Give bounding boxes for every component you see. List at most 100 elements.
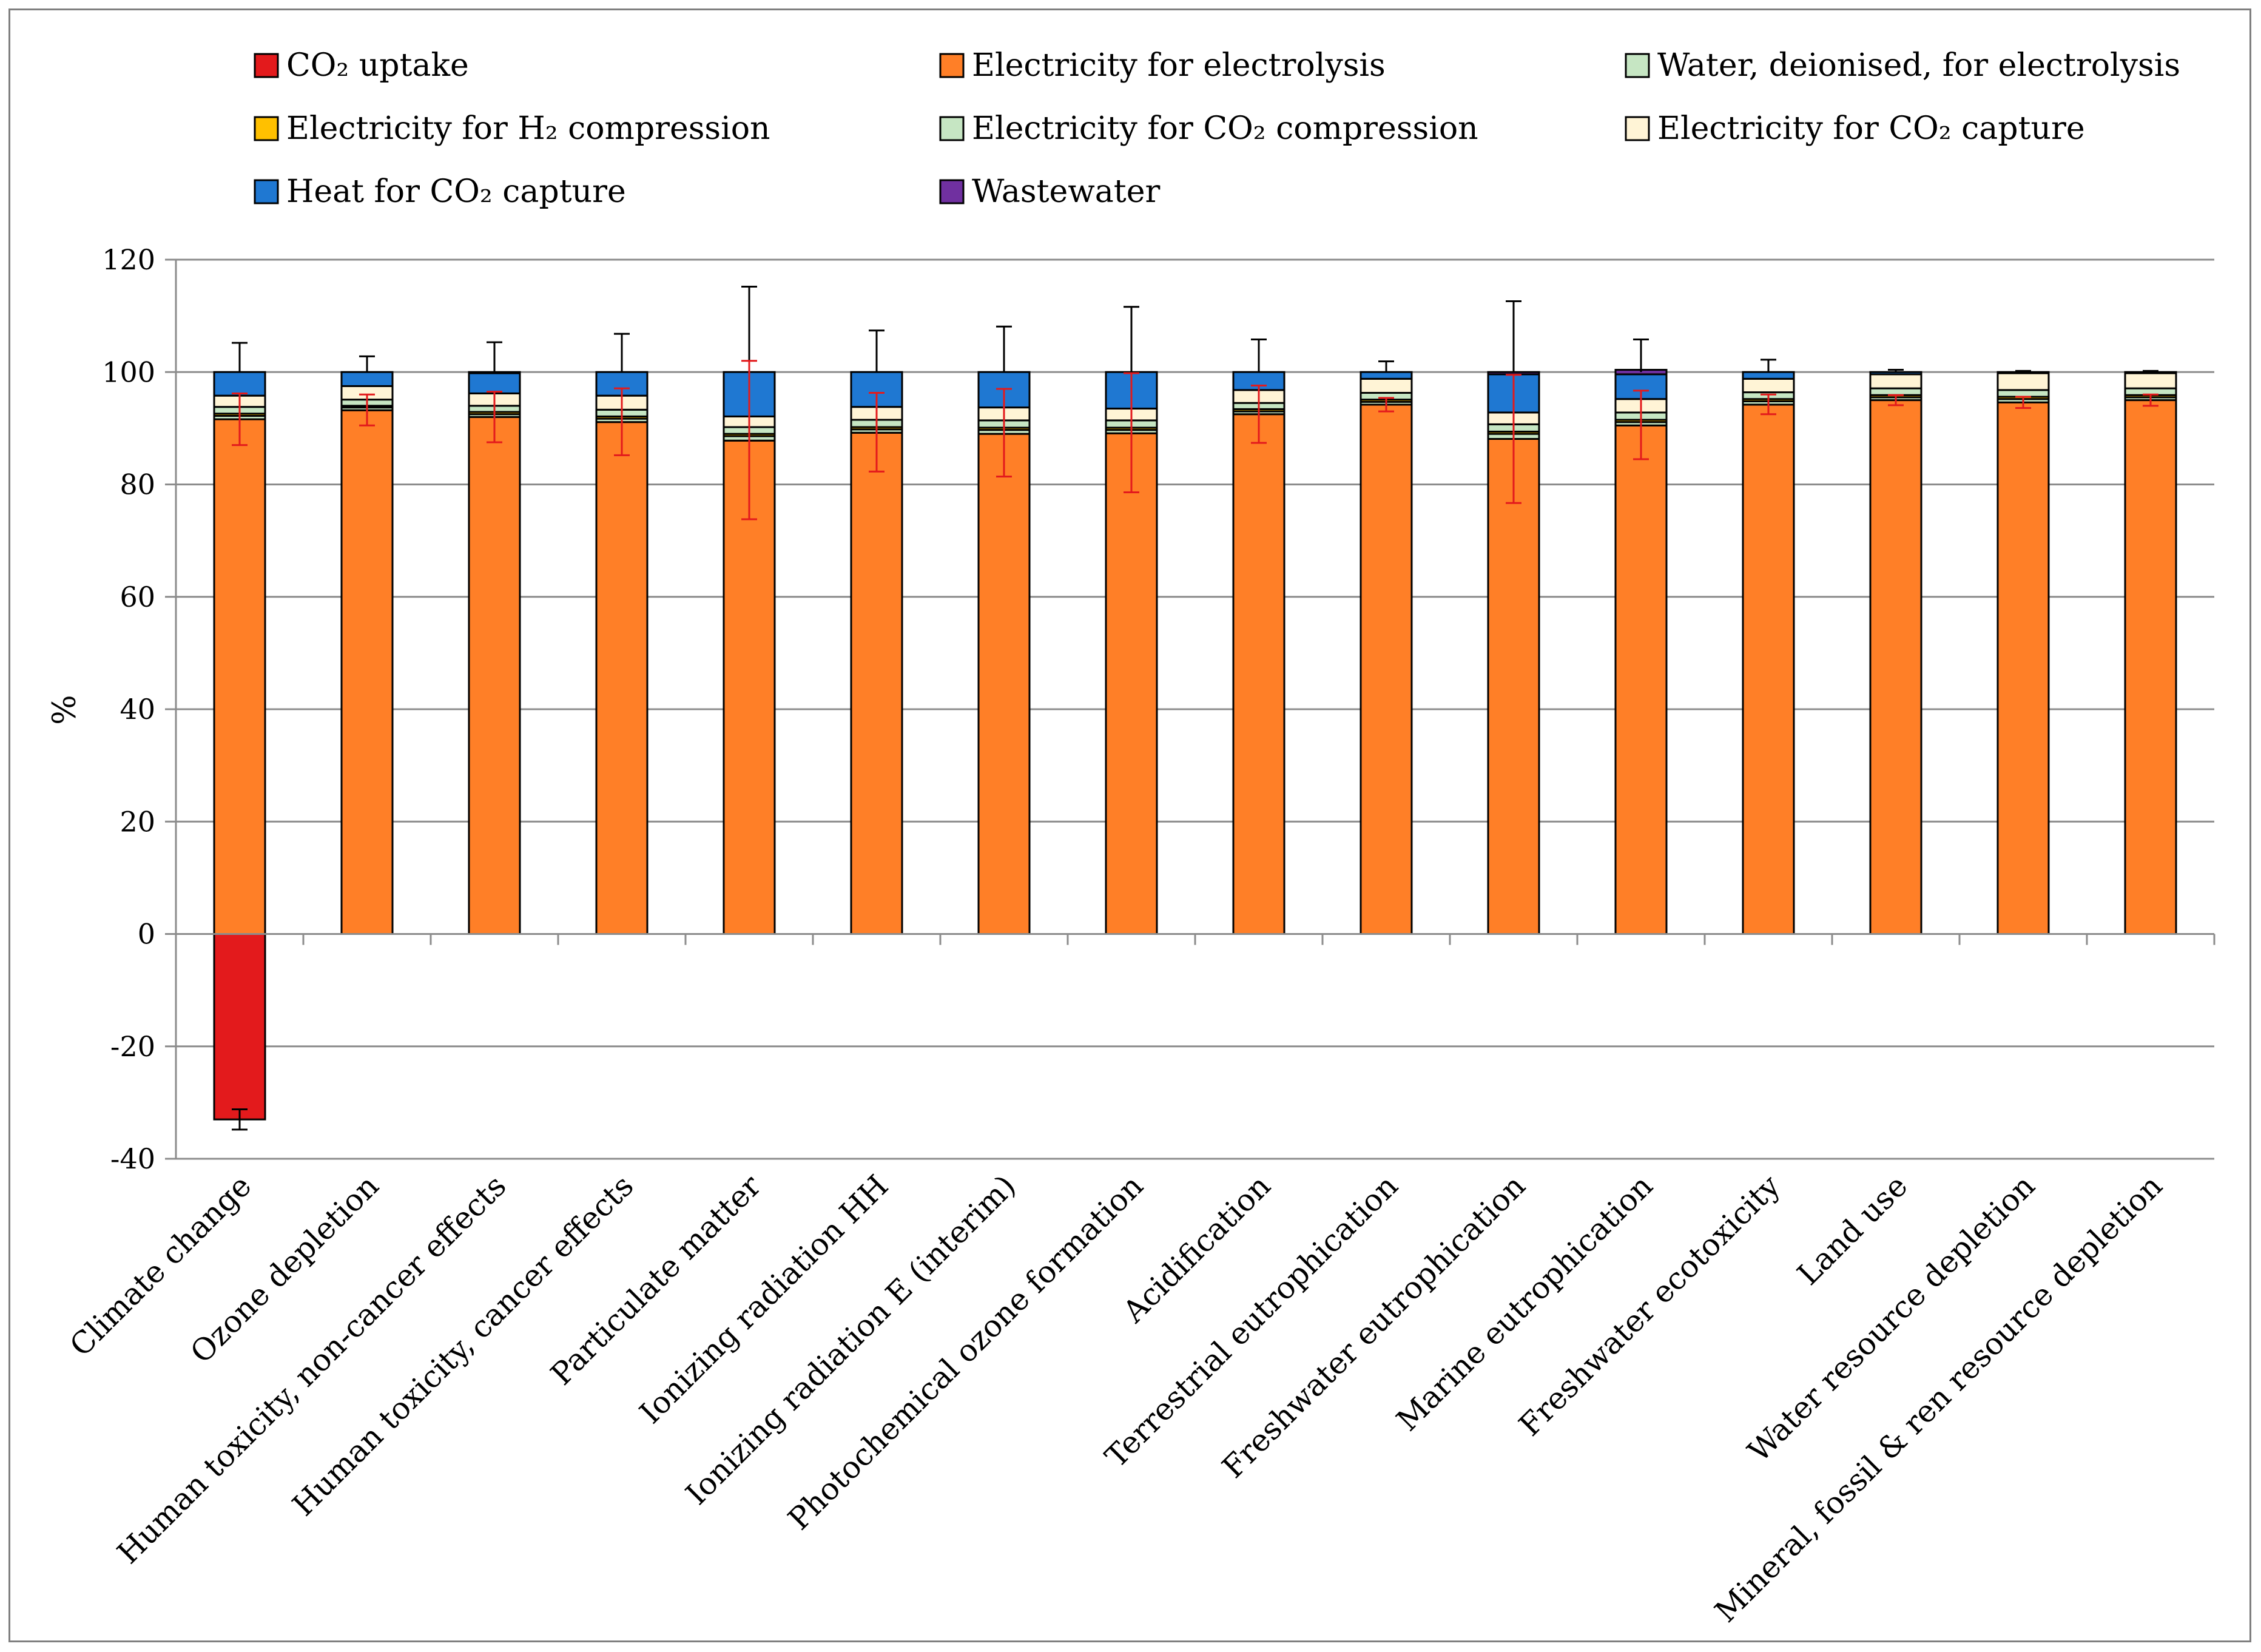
legend-label-4: Electricity for H₂ compression (286, 110, 770, 147)
bar-segment-13-s7 (1742, 371, 1795, 380)
bar-segment-13-s6 (1742, 377, 1795, 394)
legend-label-8: Wastewater (972, 174, 1160, 210)
y-tick-label: -40 (110, 1142, 155, 1175)
error-bar-electrolysis-4 (614, 387, 630, 456)
error-bar-electrolysis-13 (1761, 393, 1776, 416)
bar-segment-2-s7 (340, 371, 394, 387)
error-bar-total-11 (1506, 300, 1521, 373)
bar-segment-3-s2 (468, 416, 521, 935)
error-bar-electrolysis-5 (741, 360, 757, 521)
y-tick-label: 100 (102, 356, 155, 388)
bars (213, 369, 2177, 1121)
legend: CO₂ uptake Electricity for electrolysis Wa… (254, 47, 2180, 210)
bar-segment-1-s7 (213, 371, 266, 397)
error-bar-electrolysis-9 (1251, 384, 1267, 444)
legend-label-7: Heat for CO₂ capture (286, 174, 626, 210)
error-bar-total-2 (359, 355, 375, 373)
error-bar-total-1 (232, 342, 248, 373)
error-bar-electrolysis-6 (869, 392, 885, 473)
error-bar-total-16 (2143, 369, 2158, 373)
error-bar-total-9 (1251, 339, 1267, 373)
error-bar-total-6 (869, 329, 885, 373)
bar-segment-16-s7 (2124, 371, 2177, 374)
x-category-label-6: Ionizing radiation HH (633, 1168, 895, 1430)
error-bar-total-8 (1124, 306, 1139, 373)
error-bars (232, 285, 2158, 1131)
error-bar-electrolysis-1 (232, 392, 248, 447)
bar-segment-15-s5 (1996, 389, 2050, 398)
legend-label-1: CO₂ uptake (286, 47, 469, 84)
bar-segment-14-s7 (1869, 371, 1922, 376)
error-bar-electrolysis-14 (1888, 394, 1904, 406)
bar-segment-13-s2 (1742, 403, 1795, 935)
legend-label-2: Electricity for electrolysis (972, 47, 1386, 84)
y-axis-ticks: -40 -20 0 20 40 60 80 100 120 (102, 243, 176, 1175)
bar-segment-7-s2 (977, 433, 1031, 935)
bar-segment-14-s2 (1869, 399, 1922, 935)
x-category-label-14: Land use (1790, 1168, 1914, 1292)
bar-segment-15-s2 (1996, 401, 2050, 935)
legend-swatch-7 (254, 179, 279, 204)
error-bar-electrolysis-3 (487, 391, 502, 443)
error-bar-electrolysis-10 (1378, 397, 1394, 413)
y-axis-label: % (47, 695, 83, 724)
x-category-label-5: Particulate matter (544, 1168, 768, 1392)
bar-segment-10-s2 (1360, 403, 1413, 935)
error-bar-electrolysis-7 (996, 388, 1012, 478)
bar-segment-14-s5 (1869, 387, 1922, 396)
x-category-label-12: Marine eutrophication (1390, 1168, 1660, 1438)
legend-swatch-5 (939, 116, 965, 141)
bar-segment-1-s2 (213, 418, 266, 935)
y-tick-label: 20 (120, 805, 155, 838)
bar-segment-16-s6 (2124, 372, 2177, 389)
bar-segment-3-s8 (468, 371, 521, 374)
legend-swatch-8 (939, 179, 965, 204)
error-bar-total-3 (487, 341, 502, 373)
bar-segment-15-s7 (1996, 371, 2050, 374)
error-bar-electrolysis-15 (2015, 396, 2031, 410)
legend-swatch-2 (939, 53, 965, 78)
bar-segment-11-s2 (1487, 437, 1540, 935)
legend-label-6: Electricity for CO₂ capture (1657, 110, 2085, 147)
bar-segment-5-s2 (723, 439, 776, 935)
bar-segment-15-s6 (1996, 372, 2050, 391)
y-tick-label: 0 (138, 918, 155, 951)
bar-segment-1-s1 (213, 933, 266, 1121)
y-tick-label: 80 (120, 468, 155, 501)
bar-segment-2-s2 (340, 409, 394, 935)
error-bar-electrolysis-8 (1124, 372, 1139, 493)
bar-segment-6-s2 (850, 431, 903, 935)
y-tick-label: 40 (120, 693, 155, 726)
bar-segment-14-s6 (1869, 373, 1922, 389)
x-category-label-16: Mineral, fossil & ren resource depletion (1708, 1168, 2169, 1629)
legend-label-5: Electricity for CO₂ compression (972, 110, 1478, 147)
bar-segment-9-s2 (1232, 413, 1286, 935)
error-bar-total-4 (614, 332, 630, 373)
error-bar-total-10 (1378, 360, 1394, 373)
error-bar-total-14 (1888, 369, 1904, 373)
error-bar-electrolysis-2 (359, 393, 375, 426)
error-bar-total-7 (996, 325, 1012, 373)
axes (175, 260, 2216, 1159)
y-tick-label: 120 (102, 243, 155, 276)
x-category-label-13: Freshwater ecotoxicity (1512, 1168, 1787, 1443)
error-bar-total-5 (741, 285, 757, 373)
error-bar-total-12 (1633, 339, 1649, 373)
bar-segment-10-s7 (1360, 371, 1413, 380)
error-bar-electrolysis-16 (2143, 393, 2158, 407)
bar-segment-16-s2 (2124, 399, 2177, 935)
error-bar-co2-uptake (232, 1108, 248, 1131)
error-bar-total-13 (1761, 359, 1776, 373)
bar-segment-12-s2 (1614, 424, 1668, 935)
bar-segment-3-s7 (468, 372, 521, 394)
legend-swatch-1 (254, 53, 279, 78)
bar-segment-4-s2 (595, 421, 649, 935)
y-tick-label: 60 (120, 581, 155, 613)
error-bar-electrolysis-11 (1506, 374, 1521, 504)
legend-swatch-3 (1625, 53, 1650, 78)
bar-segment-10-s6 (1360, 377, 1413, 394)
legend-swatch-6 (1625, 116, 1650, 141)
bar-segment-8-s2 (1105, 432, 1158, 935)
